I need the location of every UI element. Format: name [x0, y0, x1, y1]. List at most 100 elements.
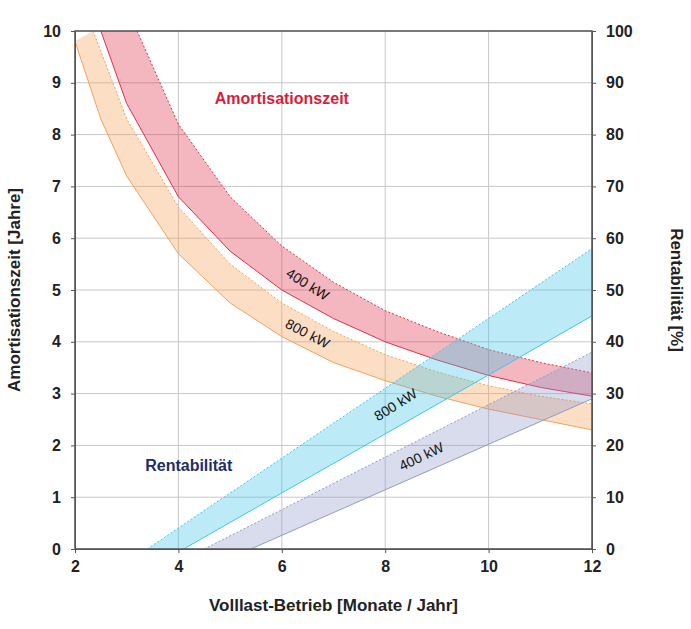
tick: 20: [592, 437, 624, 454]
tick: 10: [592, 489, 624, 506]
tick: 7: [52, 178, 75, 195]
tick-label: 70: [606, 178, 624, 195]
tick-label: 100: [606, 23, 633, 40]
tick-label: 0: [606, 541, 615, 558]
tick: 4: [174, 549, 183, 575]
tick-label: 30: [606, 385, 624, 402]
tick: 100: [592, 23, 633, 40]
band-upper-edge: [147, 249, 592, 549]
tick-mark: [71, 31, 75, 32]
tick-mark: [592, 238, 596, 239]
tick-label: 10: [43, 23, 61, 40]
tick: 40: [592, 333, 624, 350]
tick-mark: [71, 394, 75, 395]
tick-label: 8: [52, 126, 61, 143]
tick-mark: [592, 342, 596, 343]
band-label: 800 kW: [371, 385, 420, 424]
tick-label: 80: [606, 126, 624, 143]
axis-line: [76, 549, 593, 550]
y-axis: 0 1 2 3 4 5 6 7 8 9 10: [43, 23, 75, 558]
tick-mark: [592, 549, 596, 550]
tick-mark: [385, 549, 386, 553]
tick-label: 3: [52, 385, 61, 402]
tick-mark: [71, 186, 75, 187]
tick: 8: [381, 549, 390, 575]
tick: 0: [592, 541, 615, 558]
tick-label: 8: [381, 558, 390, 575]
tick: 6: [52, 230, 75, 247]
tick-mark: [71, 342, 75, 343]
tick: 8: [52, 126, 75, 143]
tick-mark: [592, 290, 596, 291]
tick-label: 5: [52, 282, 61, 299]
tick-label: 60: [606, 230, 624, 247]
tick-mark: [592, 186, 596, 187]
tick-label: 10: [480, 558, 498, 575]
band-lower-edge: [251, 399, 592, 549]
band-label: 400 kW: [283, 265, 332, 304]
annotation: Rentabilität: [145, 457, 233, 474]
tick: 4: [52, 333, 75, 350]
tick: 80: [592, 126, 624, 143]
tick-label: 6: [52, 230, 61, 247]
tick: 6: [278, 549, 287, 575]
band-upper-edge: [204, 352, 592, 549]
y2-axis: 0 10 20 30 40 50 60 70 80 90 100: [592, 23, 633, 558]
tick-label: 20: [606, 437, 624, 454]
tick-mark: [592, 445, 596, 446]
tick: 3: [52, 385, 75, 402]
tick-label: 12: [584, 558, 602, 575]
tick-mark: [71, 445, 75, 446]
tick: 5: [52, 282, 75, 299]
tick: 2: [52, 437, 75, 454]
tick-label: 6: [278, 558, 287, 575]
tick: 12: [584, 549, 602, 575]
y-axis-title: Amortisationszeit [Jahre]: [5, 188, 24, 392]
tick: 1: [52, 489, 75, 506]
band-label: 800 kW: [283, 315, 333, 352]
band-lower-edge: [75, 41, 592, 430]
band-labels: 400 kW800 kW800 kW400 kW: [283, 265, 447, 474]
tick-mark: [489, 549, 490, 553]
grid: [75, 31, 592, 549]
tick: 2: [71, 549, 80, 575]
tick-mark: [71, 549, 75, 550]
tick-mark: [71, 497, 75, 498]
annotation: Amortisationszeit: [215, 90, 350, 107]
tick-mark: [71, 238, 75, 239]
tick-mark: [592, 135, 596, 136]
tick-mark: [71, 83, 75, 84]
grid-line-y: [75, 238, 592, 239]
tick-mark: [592, 394, 596, 395]
tick-mark: [178, 549, 179, 553]
tick-label: 4: [52, 333, 61, 350]
tick-label: 50: [606, 282, 624, 299]
tick-label: 9: [52, 74, 61, 91]
tick: 10: [480, 549, 498, 575]
tick: 60: [592, 230, 624, 247]
tick: 50: [592, 282, 624, 299]
plot-frame: [75, 31, 592, 549]
tick: 30: [592, 385, 624, 402]
tick-label: 2: [52, 437, 61, 454]
bands: [75, 31, 592, 549]
tick-label: 1: [52, 489, 61, 506]
tick-label: 10: [606, 489, 624, 506]
tick: 0: [52, 541, 75, 558]
tick-mark: [282, 549, 283, 553]
tick-label: 2: [71, 558, 80, 575]
tick-label: 90: [606, 74, 624, 91]
band-area: [75, 31, 592, 430]
tick-mark: [592, 497, 596, 498]
tick: 90: [592, 74, 624, 91]
band-area: [147, 249, 592, 549]
tick-mark: [592, 83, 596, 84]
tick-mark: [75, 549, 76, 553]
tick-label: 0: [52, 541, 61, 558]
band-area: [204, 352, 592, 549]
band-lower-edge: [184, 316, 592, 549]
y2-axis-title: Rentabilität [%]: [667, 228, 686, 352]
tick-label: 40: [606, 333, 624, 350]
tick-mark: [592, 31, 596, 32]
chart: 2468101201234567891001020304050607080901…: [0, 0, 691, 629]
